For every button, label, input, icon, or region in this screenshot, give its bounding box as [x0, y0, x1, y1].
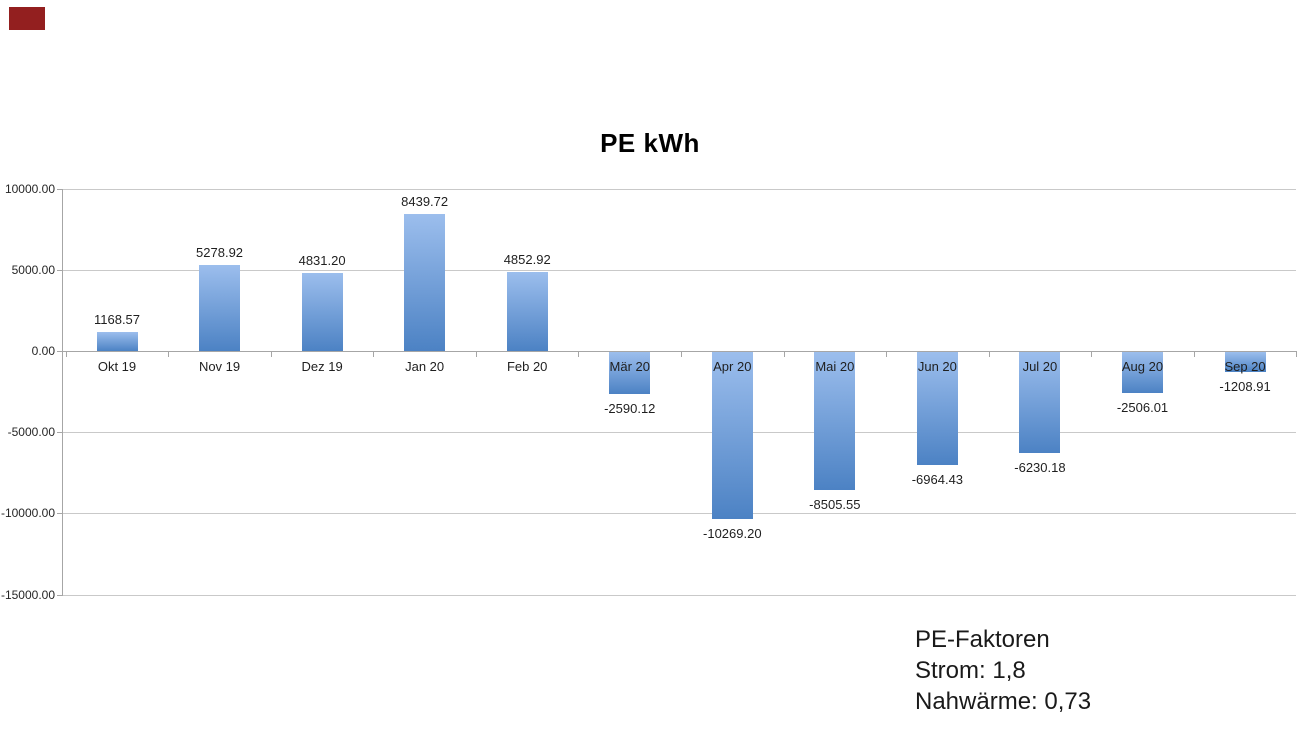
gridline [62, 513, 1296, 515]
category-label: Jul 20 [1022, 359, 1058, 374]
bar [814, 352, 856, 491]
bar-value-label: -6964.43 [911, 472, 964, 488]
bar [1224, 352, 1266, 372]
gridline [62, 594, 1296, 596]
category-label: Jun 20 [917, 359, 957, 374]
category-boundary-tick [373, 351, 375, 357]
corner-marker [9, 7, 45, 30]
category-label: Dez 19 [301, 359, 343, 374]
annotation-line-title: PE-Faktoren [915, 626, 1050, 653]
y-axis-tick [57, 269, 62, 271]
bar [916, 352, 958, 466]
chart-title: PE kWh [600, 128, 700, 158]
y-axis-tick-label: 10000.00 [4, 181, 55, 196]
category-boundary-tick [578, 351, 580, 357]
bar-value-label: 4831.20 [298, 252, 346, 268]
category-boundary-tick [783, 351, 785, 357]
category-boundary-tick [1091, 351, 1093, 357]
y-axis-tick [57, 513, 62, 515]
bar-value-label: -8505.55 [809, 497, 861, 513]
y-axis-tick [57, 351, 62, 352]
zero-axis-line [62, 351, 1296, 352]
category-boundary-tick [886, 351, 888, 357]
category-boundary-tick [475, 351, 477, 357]
annotation-line-strom: Strom: 1,8 [915, 657, 1026, 684]
y-axis-line [62, 188, 63, 596]
category-boundary-tick [65, 351, 67, 357]
category-label: Sep 20 [1224, 359, 1266, 374]
bar-value-label: -1208.91 [1219, 378, 1271, 394]
y-axis-tick [57, 594, 62, 596]
bar-value-label: -2506.01 [1116, 399, 1169, 415]
category-boundary-tick [168, 351, 170, 357]
bar [199, 265, 241, 351]
gridline [62, 269, 1296, 271]
category-label: Mär 20 [609, 359, 650, 374]
bar-value-label: -6230.18 [1014, 460, 1066, 476]
bar [506, 272, 548, 351]
bar-value-label: 5278.92 [196, 245, 244, 261]
bar [609, 352, 651, 395]
bar [1019, 352, 1061, 454]
gridline [62, 432, 1296, 434]
bar [96, 332, 138, 351]
y-axis-tick-label: 5000.00 [11, 262, 55, 277]
category-boundary-tick [1296, 351, 1298, 357]
bar [1122, 352, 1163, 393]
pe-factors-annotation: PE-Faktoren Strom: 1,8 Nahwärme: 0,73 [915, 624, 1091, 717]
category-boundary-tick [270, 351, 272, 357]
bar-value-label: 1168.57 [93, 312, 141, 328]
bar-value-label: -2590.12 [604, 401, 656, 417]
bar-value-label: -10269.20 [703, 525, 762, 541]
bar [711, 352, 753, 519]
y-axis-tick [57, 432, 62, 434]
y-axis-tick-label: -5000.00 [7, 425, 55, 440]
category-label: Apr 20 [713, 359, 752, 374]
bar [404, 213, 446, 351]
y-axis-tick-label: 0.00 [31, 344, 55, 358]
gridline [62, 188, 1296, 190]
category-label: Okt 19 [97, 359, 137, 374]
category-boundary-tick [1193, 351, 1195, 357]
category-boundary-tick [681, 351, 683, 357]
category-label: Feb 20 [506, 359, 548, 374]
category-label: Mai 20 [815, 359, 855, 374]
bar [301, 272, 343, 351]
y-axis-tick-label: -15000.00 [0, 587, 55, 602]
category-boundary-tick [988, 351, 990, 357]
y-axis-tick-label: -10000.00 [0, 506, 55, 521]
bar-value-label: 4852.92 [503, 252, 551, 268]
bar-value-label: 8439.72 [401, 193, 449, 209]
category-label: Nov 19 [198, 359, 241, 374]
category-label: Jan 20 [405, 359, 445, 374]
y-axis-tick [57, 188, 62, 190]
category-label: Aug 20 [1121, 359, 1164, 374]
annotation-line-nahwaerme: Nahwärme: 0,73 [915, 688, 1092, 715]
